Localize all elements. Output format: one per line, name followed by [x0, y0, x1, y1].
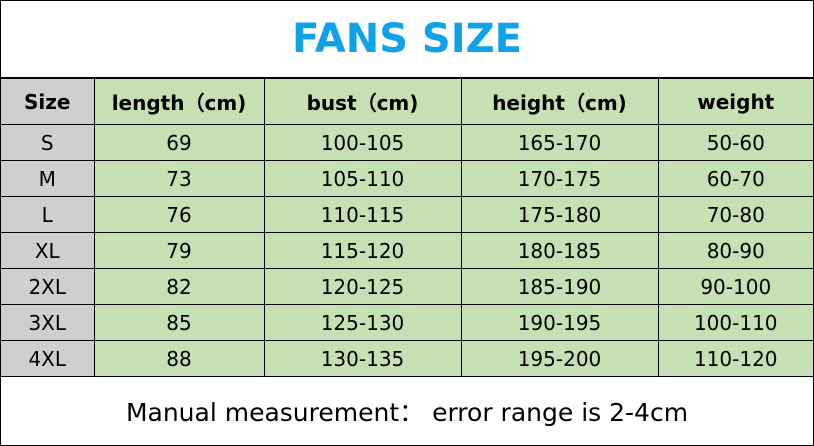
table-cell: 185-190	[460, 268, 659, 305]
table-cell: 90-100	[657, 268, 813, 305]
table-cell: 110-115	[263, 196, 462, 233]
table-cell: 3XL	[1, 304, 95, 341]
table-row: 3XL 85 125-130 190-195 100-110	[1, 304, 813, 341]
header-row: Size length（cm) bust（cm) height（cm) weight	[1, 78, 813, 125]
table-row: 4XL 88 130-135 195-200 110-120	[1, 340, 813, 377]
column-header: weight	[657, 78, 813, 125]
table-cell: 85	[93, 304, 265, 341]
table-cell: L	[1, 196, 95, 233]
table-cell: 4XL	[1, 340, 95, 377]
table-cell: 165-170	[460, 124, 659, 161]
column-header: bust（cm)	[263, 78, 462, 125]
table-cell: 125-130	[263, 304, 462, 341]
table-cell: 60-70	[657, 160, 813, 197]
table-cell: 105-110	[263, 160, 462, 197]
table-cell: 115-120	[263, 232, 462, 269]
table-cell: 88	[93, 340, 265, 377]
table-cell: 100-110	[657, 304, 813, 341]
table-cell: 170-175	[460, 160, 659, 197]
table-cell: S	[1, 124, 95, 161]
table-cell: 100-105	[263, 124, 462, 161]
table-row: M 73 105-110 170-175 60-70	[1, 160, 813, 197]
table-cell: 120-125	[263, 268, 462, 305]
table-cell: 80-90	[657, 232, 813, 269]
table-cell: 175-180	[460, 196, 659, 233]
table-cell: 110-120	[657, 340, 813, 377]
table-cell: 73	[93, 160, 265, 197]
table-row: 2XL 82 120-125 185-190 90-100	[1, 268, 813, 305]
size-table: Size length（cm) bust（cm) height（cm) weight S…	[1, 78, 813, 377]
table-cell: 50-60	[657, 124, 813, 161]
table-cell: M	[1, 160, 95, 197]
column-header: Size	[1, 78, 95, 125]
table-cell: 69	[93, 124, 265, 161]
table-cell: 76	[93, 196, 265, 233]
column-header: length（cm)	[93, 78, 265, 125]
table-row: XL 79 115-120 180-185 80-90	[1, 232, 813, 269]
table-cell: 2XL	[1, 268, 95, 305]
chart-title: FANS SIZE	[1, 1, 813, 78]
table-cell: 130-135	[263, 340, 462, 377]
table-cell: 180-185	[460, 232, 659, 269]
table-cell: 190-195	[460, 304, 659, 341]
table-cell: 70-80	[657, 196, 813, 233]
column-header: height（cm)	[460, 78, 659, 125]
table-row: L 76 110-115 175-180 70-80	[1, 196, 813, 233]
table-cell: 82	[93, 268, 265, 305]
table-row: S 69 100-105 165-170 50-60	[1, 124, 813, 161]
table-cell: 79	[93, 232, 265, 269]
table-cell: XL	[1, 232, 95, 269]
measurement-note: Manual measurement： error range is 2-4cm	[125, 398, 689, 427]
table-cell: 195-200	[460, 340, 659, 377]
